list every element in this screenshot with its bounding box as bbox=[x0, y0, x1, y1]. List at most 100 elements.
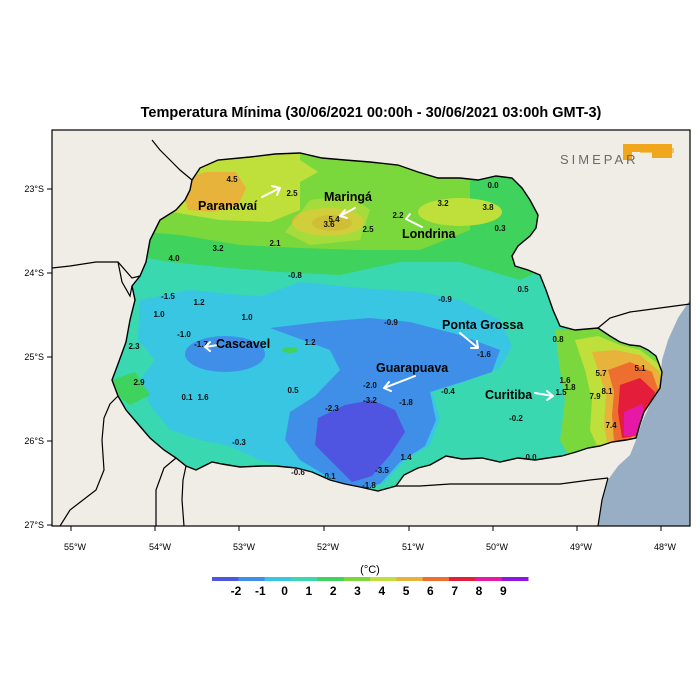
map-area: SIMEPAR bbox=[52, 130, 690, 526]
city-label-cascavel: Cascavel bbox=[216, 337, 270, 351]
colorbar-swatch bbox=[449, 577, 476, 581]
station-value: -1.8 bbox=[399, 398, 413, 407]
colorbar-label: 4 bbox=[378, 584, 385, 598]
lat-tick-label: 25°S bbox=[24, 352, 44, 362]
station-value: 0.8 bbox=[552, 335, 564, 344]
station-value: 7.9 bbox=[589, 392, 601, 401]
station-value: 1.0 bbox=[241, 313, 253, 322]
city-label-ponta-grossa: Ponta Grossa bbox=[442, 318, 524, 332]
station-value: 1.4 bbox=[400, 453, 412, 462]
station-value: 5.1 bbox=[634, 364, 646, 373]
arrow-icon bbox=[261, 185, 281, 198]
station-value: -2.0 bbox=[363, 381, 377, 390]
ocean bbox=[598, 300, 690, 526]
longitude-labels: 55°W 54°W 53°W 52°W 51°W 50°W 49°W 48°W bbox=[64, 542, 677, 552]
axis-ticks bbox=[47, 188, 662, 531]
colorbar-label: -2 bbox=[231, 584, 242, 598]
colorbar-label: 5 bbox=[403, 584, 410, 598]
station-value: -0.3 bbox=[232, 438, 246, 447]
colorbar-swatches bbox=[212, 577, 529, 581]
colorbar-swatch bbox=[343, 577, 371, 581]
colorbar-swatch bbox=[475, 577, 503, 581]
colorbar-labels: -2 -1 0 1 2 3 4 5 6 7 8 9 bbox=[231, 584, 507, 598]
station-value: 2.5 bbox=[362, 225, 374, 234]
colorbar-label: 9 bbox=[500, 584, 507, 598]
colorbar: (°C) -2 -1 0 1 2 3 4 5 6 7 8 9 bbox=[212, 564, 529, 598]
station-value: 2.5 bbox=[286, 189, 298, 198]
station-value: 1.0 bbox=[153, 310, 165, 319]
arrow-icon bbox=[204, 341, 219, 352]
arrow-icon bbox=[459, 332, 479, 349]
colorbar-unit: (°C) bbox=[360, 564, 380, 576]
colorbar-swatch bbox=[238, 577, 266, 581]
colorbar-label: 7 bbox=[451, 584, 458, 598]
station-value: 7.4 bbox=[605, 421, 617, 430]
arrow-icon bbox=[339, 207, 356, 219]
station-value: -3.5 bbox=[375, 466, 389, 475]
station-value: 2.1 bbox=[269, 239, 281, 248]
arrow-icon bbox=[405, 213, 423, 228]
station-value: -1.0 bbox=[177, 330, 191, 339]
station-value: 0.3 bbox=[494, 224, 506, 233]
station-value: -0.9 bbox=[438, 295, 452, 304]
station-value: -0.2 bbox=[509, 414, 523, 423]
station-value: 1.5 bbox=[555, 388, 567, 397]
city-label-guarapuava: Guarapuava bbox=[376, 361, 449, 375]
city-label-maringa: Maringá bbox=[324, 190, 372, 204]
station-value: 0.1 bbox=[181, 393, 193, 402]
simepar-logo: SIMEPAR bbox=[560, 144, 674, 167]
station-value: 4.0 bbox=[168, 254, 180, 263]
colorbar-label: 0 bbox=[281, 584, 288, 598]
station-value: 2.9 bbox=[133, 378, 145, 387]
logo-text: SIMEPAR bbox=[560, 152, 639, 167]
station-values: 4.5 2.5 5.4 3.6 2.5 2.2 3.2 3.8 0.3 0.0 … bbox=[128, 175, 646, 490]
station-value: -1.6 bbox=[477, 350, 491, 359]
station-value: -1.7 bbox=[194, 340, 208, 349]
station-value: 3.2 bbox=[437, 199, 449, 208]
colorbar-label: 1 bbox=[306, 584, 313, 598]
station-value: 2.2 bbox=[392, 211, 404, 220]
lon-tick-label: 53°W bbox=[233, 542, 256, 552]
colorbar-swatch bbox=[212, 577, 239, 581]
city-arrows bbox=[204, 185, 554, 401]
station-value: 5.4 bbox=[328, 215, 340, 224]
station-value: 3.6 bbox=[323, 220, 335, 229]
colorbar-label: 8 bbox=[476, 584, 483, 598]
colorbar-swatch bbox=[317, 577, 345, 581]
station-value: 1.6 bbox=[559, 376, 571, 385]
arrow-icon bbox=[383, 375, 416, 392]
station-value: -0.6 bbox=[291, 468, 305, 477]
station-value: -3.2 bbox=[363, 396, 377, 405]
colorbar-swatch bbox=[396, 577, 424, 581]
station-value: 1.8 bbox=[564, 383, 576, 392]
map-title: Temperatura Mínima (30/06/2021 00:00h - … bbox=[141, 105, 602, 121]
lon-tick-label: 55°W bbox=[64, 542, 87, 552]
station-value: -0.4 bbox=[441, 387, 455, 396]
station-value: 0.0 bbox=[487, 181, 499, 190]
station-value: 8.1 bbox=[601, 387, 613, 396]
station-value: 1.2 bbox=[304, 338, 316, 347]
station-value: 4.5 bbox=[226, 175, 238, 184]
boundaries bbox=[52, 139, 690, 526]
city-label-londrina: Londrina bbox=[402, 227, 457, 241]
lon-tick-label: 51°W bbox=[402, 542, 425, 552]
station-value: 0.1 bbox=[324, 472, 336, 481]
colorbar-swatch bbox=[264, 577, 292, 581]
colorbar-swatch bbox=[422, 577, 450, 581]
station-value: 0.0 bbox=[525, 453, 537, 462]
lat-tick-label: 26°S bbox=[24, 436, 44, 446]
city-label-paranavai: Paranavaí bbox=[198, 199, 258, 213]
lon-tick-label: 48°W bbox=[654, 542, 677, 552]
colorbar-label: 2 bbox=[330, 584, 337, 598]
station-value: -1.5 bbox=[161, 292, 175, 301]
lon-tick-label: 52°W bbox=[317, 542, 340, 552]
colorbar-label: 6 bbox=[427, 584, 434, 598]
lat-tick-label: 24°S bbox=[24, 268, 44, 278]
station-value: -2.3 bbox=[325, 404, 339, 413]
colorbar-swatch bbox=[291, 577, 318, 581]
latitude-labels: 23°S 24°S 25°S 26°S 27°S bbox=[24, 184, 44, 530]
lon-tick-label: 49°W bbox=[570, 542, 593, 552]
colorbar-swatch bbox=[501, 577, 529, 581]
city-labels: Paranavaí Maringá Londrina Cascavel Pont… bbox=[198, 190, 533, 402]
